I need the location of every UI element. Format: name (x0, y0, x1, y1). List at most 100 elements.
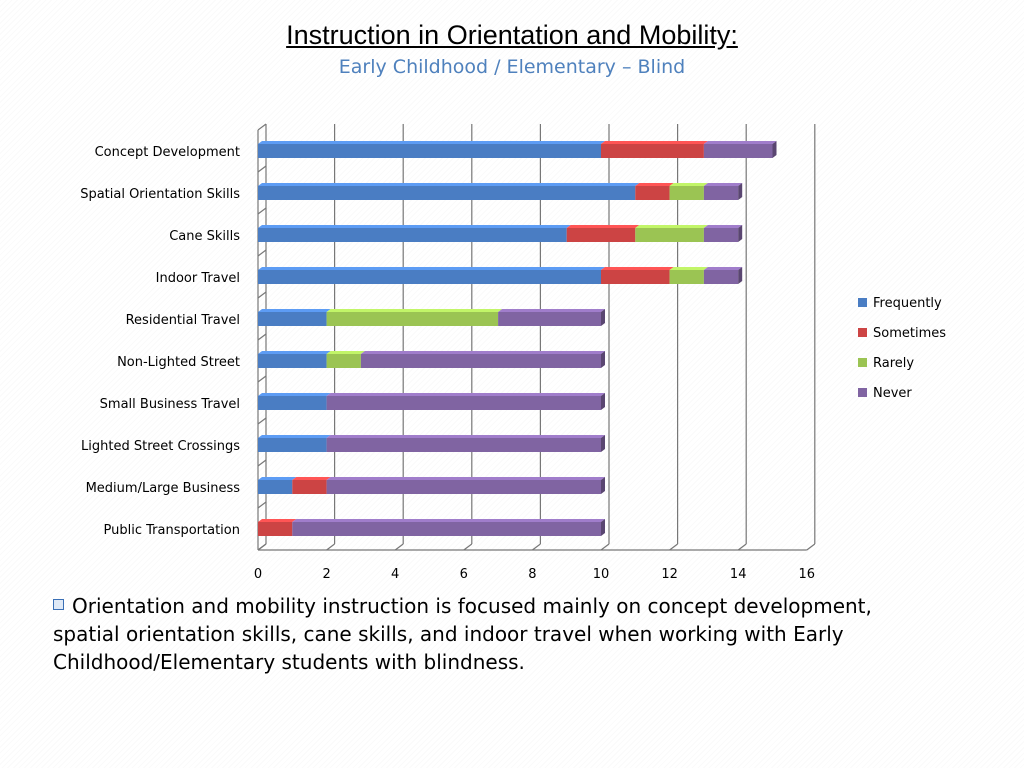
x-tick-label: 6 (460, 567, 468, 582)
y-tick (257, 543, 267, 551)
bar-segment (258, 354, 327, 368)
bar-segment-top (566, 225, 640, 228)
bar-segment (601, 144, 704, 158)
bar-segment (669, 270, 704, 284)
bar-segment (635, 228, 704, 242)
floor-gridline (463, 543, 473, 551)
category-label: Indoor Travel (156, 271, 240, 286)
bar-segment-top (326, 477, 605, 480)
bar-segment (258, 522, 293, 536)
chart-bars (258, 141, 777, 536)
bar-segment (601, 270, 670, 284)
bar-segment (258, 270, 601, 284)
bar-segment (292, 480, 327, 494)
x-tick-label: 4 (391, 567, 399, 582)
x-tick-label: 2 (322, 567, 330, 582)
bar-segment-top (258, 225, 571, 228)
bar-segment-top (703, 225, 743, 228)
y-tick (257, 459, 267, 467)
bar-end-cap (601, 351, 605, 368)
bar-segment-top (258, 183, 640, 186)
bar-segment-top (635, 225, 708, 228)
y-tick (257, 501, 267, 509)
bar-end-cap (738, 183, 743, 200)
bar-segment (258, 480, 293, 494)
chart-x-ticks: 0 2 4 6 8 10 12 14 16 (254, 567, 815, 582)
stacked-bar-chart: Concept Development Spatial Orientation S… (80, 123, 946, 582)
category-label: Concept Development (95, 145, 240, 160)
category-label: Public Transportation (104, 523, 240, 538)
y-tick (257, 165, 267, 173)
bar-segment-top (326, 435, 605, 438)
bar-segment (326, 354, 361, 368)
bar-end-cap (601, 393, 605, 410)
bar-segment-top (326, 309, 503, 312)
bar-end-cap (601, 477, 605, 494)
y-tick (257, 291, 267, 299)
legend-swatch (858, 358, 867, 367)
bar-segment-top (703, 183, 743, 186)
category-label: Spatial Orientation Skills (80, 187, 240, 202)
bar-segment (326, 480, 601, 494)
y-tick (257, 375, 267, 383)
bar-segment-top (258, 477, 297, 480)
checkbox-bullet-icon (53, 599, 64, 610)
summary-text: Orientation and mobility instruction is … (53, 594, 872, 674)
legend-swatch (858, 388, 867, 397)
x-tick-label: 16 (799, 567, 816, 582)
bar-segment (703, 270, 739, 284)
bar-segment-top (258, 267, 605, 270)
bar-segment-top (258, 519, 297, 522)
legend-label: Frequently (873, 296, 942, 311)
category-label: Cane Skills (169, 229, 240, 244)
bar-segment-top (258, 393, 331, 396)
bar-segment (258, 144, 601, 158)
bar-segment (258, 186, 636, 200)
category-label: Lighted Street Crossings (81, 439, 240, 454)
bar-segment-top (703, 141, 777, 144)
bar-segment (326, 438, 601, 452)
bar-end-cap (738, 267, 743, 284)
bar-segment (703, 228, 739, 242)
bar-segment (360, 354, 601, 368)
bar-segment-top (601, 141, 708, 144)
category-label: Small Business Travel (100, 397, 240, 412)
legend-label: Sometimes (873, 326, 946, 341)
y-tick (257, 123, 267, 131)
bar-end-cap (738, 225, 743, 242)
bar-segment (669, 186, 704, 200)
legend-swatch (858, 298, 867, 307)
x-tick-label: 12 (661, 567, 678, 582)
bar-end-cap (772, 141, 777, 158)
page-title: Instruction in Orientation and Mobility: (286, 20, 738, 50)
bar-segment (258, 312, 327, 326)
bar-segment-top (703, 267, 743, 270)
bar-segment (498, 312, 601, 326)
category-label: Non-Lighted Street (117, 355, 240, 370)
legend-label: Rarely (873, 356, 914, 371)
bar-end-cap (601, 519, 605, 536)
bar-segment-top (669, 183, 708, 186)
bar-segment-top (669, 267, 708, 270)
y-tick (257, 333, 267, 341)
floor-gridline (326, 543, 335, 551)
bar-segment-top (326, 351, 365, 354)
bar-segment (566, 228, 636, 242)
x-tick-label: 8 (528, 567, 536, 582)
y-tick (257, 249, 267, 257)
bar-segment-top (635, 183, 674, 186)
bar-segment-top (258, 309, 331, 312)
x-tick-label: 10 (593, 567, 610, 582)
bar-segment-top (292, 477, 331, 480)
floor-gridline (806, 543, 816, 551)
x-tick-label: 0 (254, 567, 262, 582)
chart-category-labels: Concept Development Spatial Orientation S… (80, 145, 240, 538)
category-label: Medium/Large Business (86, 481, 241, 496)
bar-end-cap (601, 309, 605, 326)
floor-gridline (737, 543, 747, 551)
floor-gridline (669, 543, 678, 551)
bar-segment (703, 144, 773, 158)
floor-gridline (532, 543, 541, 551)
chart-legend: Frequently Sometimes Rarely Never (858, 296, 946, 401)
bar-segment-top (258, 141, 605, 144)
